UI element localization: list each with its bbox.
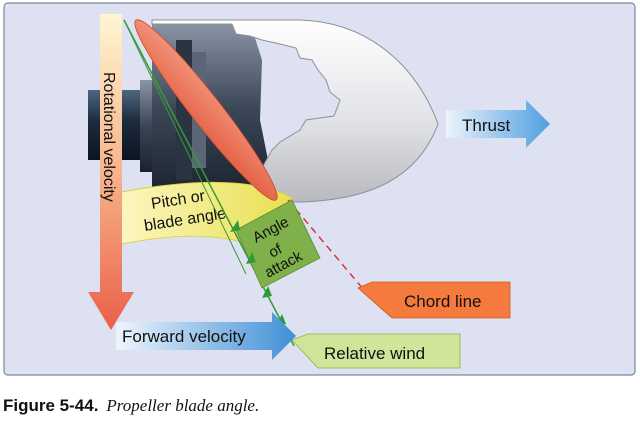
angle-of-attack-box [235, 199, 321, 289]
chord-line-label: Chord line [404, 292, 482, 311]
relative-wind-arrowhead-3 [262, 286, 272, 298]
chord-line-tag [357, 281, 511, 319]
propeller-blade [134, 19, 278, 201]
thrust-arrow [446, 100, 550, 148]
relative-wind-line-inner [123, 19, 247, 275]
forward-velocity-arrow [116, 312, 296, 360]
rotational-velocity-label: Rotational velocity [100, 72, 117, 202]
thrust-label: Thrust [462, 116, 510, 135]
relative-wind-tag [291, 333, 461, 369]
figure-number: Figure 5-44. [3, 396, 99, 415]
spinner-cone [151, 19, 439, 203]
figure-description: Propeller blade angle. [106, 396, 260, 415]
relative-wind-label: Relative wind [324, 344, 425, 363]
forward-velocity-label: Forward velocity [122, 327, 246, 346]
rotational-velocity-arrow [88, 14, 134, 330]
relative-wind-arrowhead-1 [230, 220, 240, 232]
relative-wind-arrowhead-2 [246, 252, 256, 264]
chord-line [287, 199, 365, 291]
figure-caption: Figure 5-44. Propeller blade angle. [3, 396, 633, 416]
